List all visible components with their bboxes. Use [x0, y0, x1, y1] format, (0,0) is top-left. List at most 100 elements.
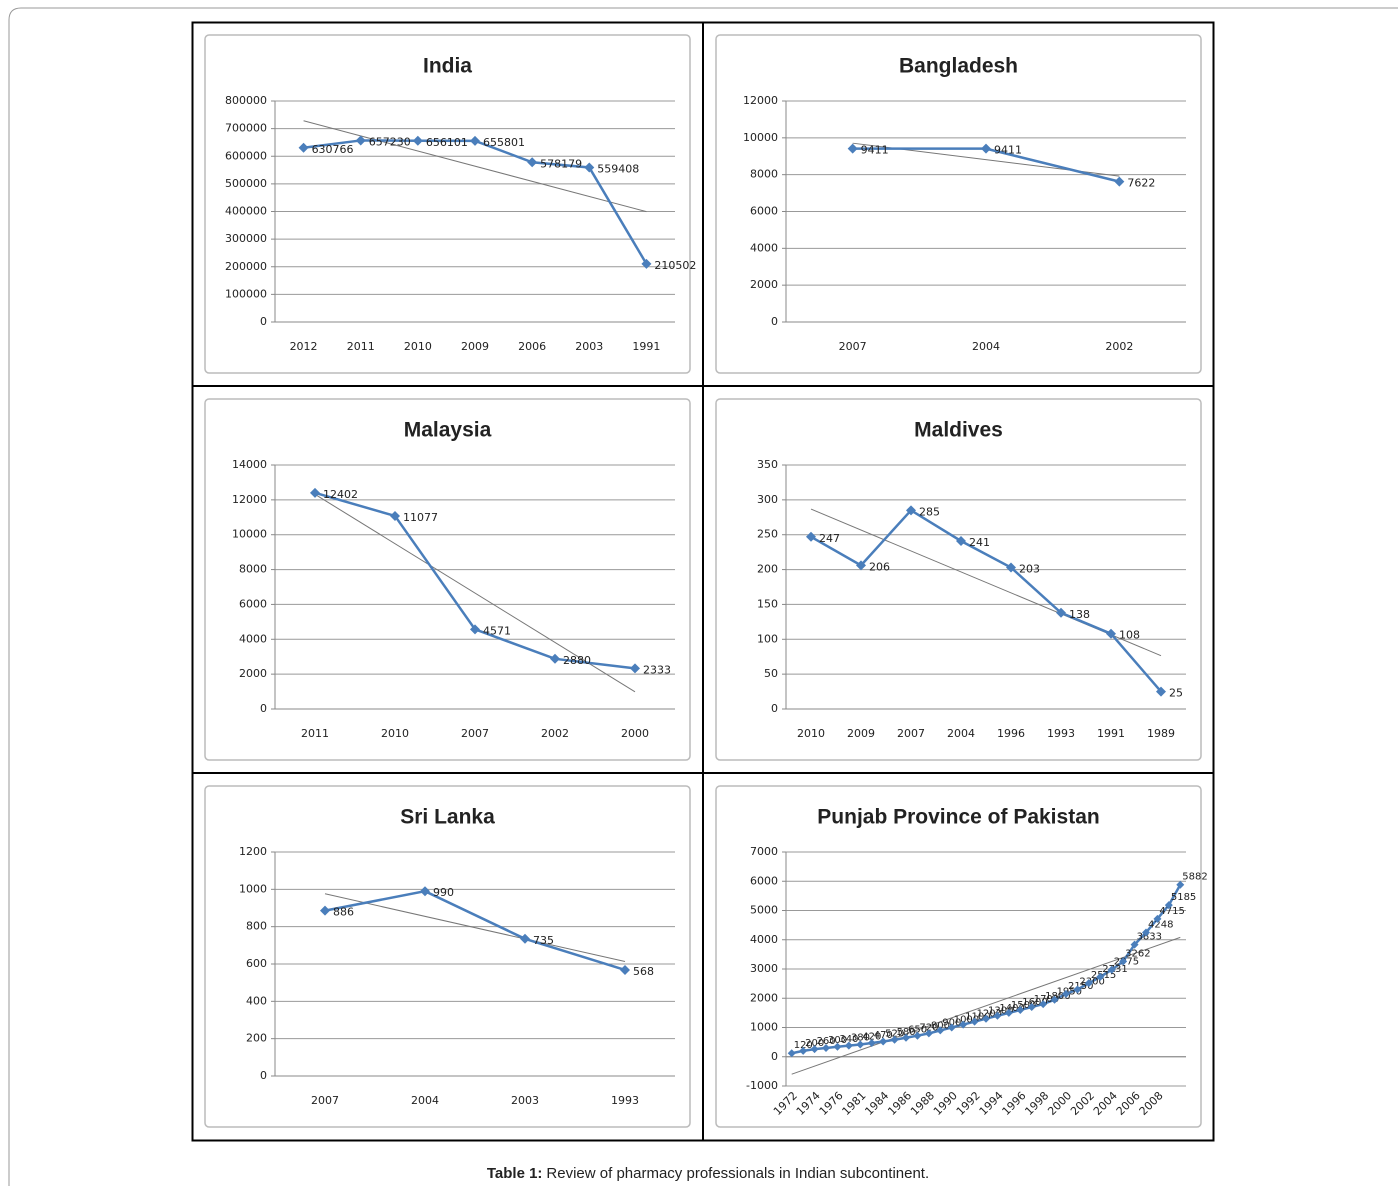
chart: Maldives 0 50 100 150 200 250 300 350 2010 2009 200…	[715, 398, 1202, 761]
y-tick-label: 10000	[743, 131, 778, 144]
y-tick-label: 600	[246, 957, 267, 970]
chart-title: Maldives	[914, 419, 1003, 442]
data-label: 3262	[1125, 948, 1150, 959]
data-label: 4248	[1148, 919, 1173, 930]
y-tick-label: 200	[757, 563, 778, 576]
data-label: 260	[817, 1036, 836, 1047]
x-tick-label: 2003	[511, 1094, 539, 1107]
y-tick-label: 4000	[750, 241, 778, 254]
data-label: 886	[333, 906, 354, 919]
data-label: 630766	[312, 143, 354, 156]
data-label: 4571	[483, 624, 511, 637]
data-point	[847, 143, 858, 154]
data-label: 138	[1069, 608, 1090, 621]
data-point	[799, 1046, 808, 1055]
data-point	[833, 1042, 842, 1051]
data-label: 5185	[1171, 892, 1196, 903]
y-tick-label: 12000	[743, 94, 778, 107]
y-tick-label: 8000	[750, 168, 778, 181]
y-tick-label: 1200	[239, 845, 267, 858]
y-tick-label: 0	[771, 1050, 778, 1063]
data-point	[947, 1023, 956, 1032]
data-label: 5882	[1182, 872, 1207, 883]
y-tick-label: 150	[757, 597, 778, 610]
y-tick-label: 4000	[239, 632, 267, 645]
x-tick-label: 2002	[1105, 340, 1133, 353]
data-label: 1300	[988, 1006, 1013, 1017]
data-label: 655801	[483, 136, 525, 149]
data-label: 656101	[426, 136, 468, 149]
y-tick-label: 600000	[225, 149, 267, 162]
y-tick-label: 100	[757, 632, 778, 645]
chart: Sri Lanka 0 200 400 600 800 1000 1200 2007 2004 20…	[204, 785, 691, 1128]
data-point	[1119, 957, 1128, 966]
data-point	[584, 162, 595, 173]
data-label: 580	[897, 1027, 916, 1038]
data-label: 4715	[1159, 906, 1184, 917]
data-label: 108	[1119, 629, 1140, 642]
data-point	[412, 135, 423, 146]
data-label: 300	[828, 1035, 847, 1046]
data-point	[787, 1049, 796, 1058]
chart-panel	[204, 398, 691, 761]
data-point	[806, 531, 816, 542]
data-point	[310, 487, 320, 498]
caption-label: Table 1:	[487, 1165, 543, 1182]
data-point	[906, 505, 916, 516]
data-point	[924, 1029, 933, 1038]
data-point	[1164, 901, 1173, 910]
data-label: 206	[869, 560, 890, 573]
x-tick-label: 1993	[611, 1094, 639, 1107]
y-tick-label: 250	[757, 528, 778, 541]
data-label: 340	[839, 1034, 858, 1045]
chart-title: Punjab Province of Pakistan	[817, 806, 1099, 829]
chart-panel	[204, 785, 691, 1128]
data-point	[630, 663, 640, 674]
y-tick-label: 10000	[232, 528, 267, 541]
x-tick-label: 2009	[461, 340, 489, 353]
data-label: 559408	[597, 162, 639, 175]
data-label: 200	[805, 1038, 824, 1049]
data-point	[390, 510, 400, 521]
x-tick-label: 1991	[632, 340, 660, 353]
y-tick-label: 300000	[225, 232, 267, 245]
data-line	[324, 889, 626, 972]
y-tick-label: 0	[771, 315, 778, 328]
data-label: 2150	[1068, 981, 1093, 992]
x-tick-label: 2011	[347, 340, 375, 353]
chart-title: India	[423, 55, 472, 78]
y-tick-label: 2000	[750, 278, 778, 291]
chart-panel	[715, 34, 1202, 374]
y-tick-label: 800000	[225, 94, 267, 107]
y-tick-label: 200000	[225, 260, 267, 273]
y-tick-label: 14000	[232, 458, 267, 471]
data-label: 2300	[1079, 976, 1104, 987]
data-label: 25	[1169, 687, 1183, 700]
data-label: 203	[1019, 562, 1040, 575]
data-point	[959, 1020, 968, 1029]
data-point	[1016, 1005, 1025, 1014]
data-label: 990	[433, 886, 454, 899]
data-point	[1153, 914, 1162, 923]
x-tick-label: 2006	[518, 340, 546, 353]
y-tick-label: 7000	[750, 845, 778, 858]
data-point	[1004, 1008, 1013, 1017]
data-point	[1107, 965, 1116, 974]
trendline	[324, 893, 626, 962]
data-label: 1200	[977, 1009, 1002, 1020]
data-point	[1073, 985, 1082, 994]
y-tick-label: 12000	[232, 493, 267, 506]
data-label: 900	[942, 1017, 961, 1028]
data-label: 720	[919, 1023, 938, 1034]
chart-panel	[204, 34, 691, 374]
data-point	[320, 905, 330, 916]
data-label: 247	[819, 532, 840, 545]
data-point	[879, 1037, 888, 1046]
data-label: 1100	[965, 1012, 990, 1023]
data-point	[550, 653, 560, 664]
data-label: 568	[633, 965, 654, 978]
data-label: 1800	[1045, 991, 1070, 1002]
y-tick-label: 6000	[750, 205, 778, 218]
y-tick-label: 6000	[239, 597, 267, 610]
